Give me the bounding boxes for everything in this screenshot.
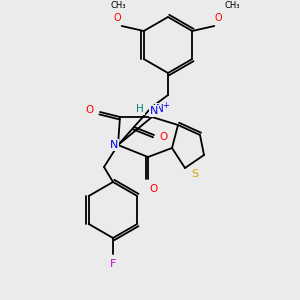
Text: CH₃: CH₃ [110, 2, 125, 10]
Text: O: O [214, 13, 222, 23]
Text: CH₃: CH₃ [224, 2, 240, 10]
Text: N: N [156, 104, 164, 114]
Text: O: O [150, 184, 158, 194]
Text: O: O [86, 105, 94, 115]
Text: F: F [110, 259, 116, 269]
Text: N: N [110, 140, 118, 150]
Text: N: N [150, 106, 158, 116]
Text: +: + [163, 100, 170, 109]
Text: O: O [160, 132, 168, 142]
Text: O: O [114, 13, 122, 23]
Text: H: H [136, 104, 144, 114]
Text: S: S [191, 169, 199, 179]
